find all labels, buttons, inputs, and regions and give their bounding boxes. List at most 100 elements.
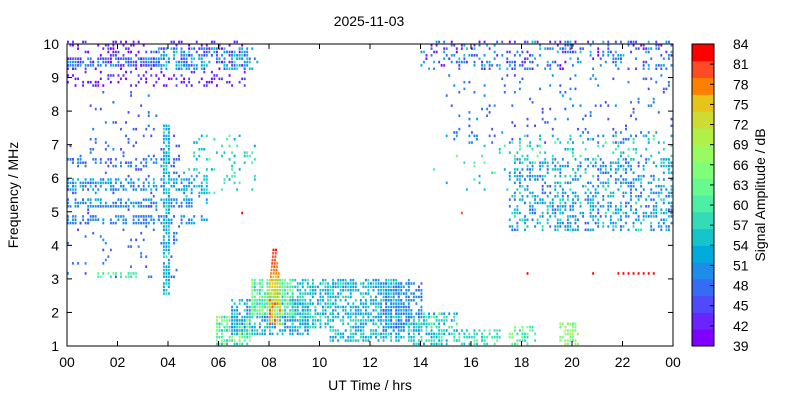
heatmap-cell bbox=[657, 184, 660, 188]
heatmap-cell bbox=[438, 319, 441, 322]
heatmap-cell bbox=[125, 60, 127, 64]
heatmap-cell bbox=[145, 198, 148, 201]
x-tick-label: 04 bbox=[160, 354, 176, 370]
heatmap-cell bbox=[513, 74, 516, 77]
heatmap-cell bbox=[89, 184, 92, 188]
heatmap-cell bbox=[99, 158, 102, 161]
heatmap-cell bbox=[572, 335, 574, 339]
heatmap-cell bbox=[107, 178, 110, 181]
heatmap-cell bbox=[135, 158, 138, 161]
heatmap-cell bbox=[233, 64, 236, 67]
heatmap-cell bbox=[271, 295, 274, 299]
heatmap-cell bbox=[301, 295, 304, 299]
heatmap-cell bbox=[460, 47, 463, 50]
heatmap-cell bbox=[539, 198, 542, 201]
heatmap-cell bbox=[635, 178, 638, 181]
heatmap-cell bbox=[637, 101, 640, 104]
heatmap-cell bbox=[539, 44, 542, 47]
heatmap-cell bbox=[652, 205, 655, 208]
heatmap-cell bbox=[417, 319, 420, 322]
heatmap-cell bbox=[263, 329, 266, 332]
heatmap-cell bbox=[455, 60, 458, 64]
heatmap-cell bbox=[544, 181, 547, 185]
heatmap-cell bbox=[272, 248, 275, 252]
heatmap-cell bbox=[524, 332, 526, 336]
heatmap-cell bbox=[622, 211, 625, 215]
heatmap-cell bbox=[246, 47, 249, 50]
heatmap-cell bbox=[630, 208, 632, 211]
heatmap-cell bbox=[518, 64, 521, 67]
heatmap-cell bbox=[79, 64, 82, 67]
heatmap-cell bbox=[574, 195, 577, 198]
heatmap-cell bbox=[84, 201, 87, 205]
heatmap-cell bbox=[168, 231, 170, 235]
heatmap-cell bbox=[425, 329, 428, 332]
heatmap-cell bbox=[395, 335, 398, 339]
heatmap-cell bbox=[271, 319, 274, 322]
heatmap-cell bbox=[670, 134, 673, 138]
heatmap-cell bbox=[440, 335, 443, 339]
heatmap-cell bbox=[471, 141, 473, 144]
heatmap-cell bbox=[602, 198, 605, 201]
heatmap-cell bbox=[488, 332, 491, 336]
heatmap-cell bbox=[168, 137, 170, 141]
heatmap-cell bbox=[74, 191, 77, 195]
heatmap-cell bbox=[332, 312, 335, 315]
heatmap-cell bbox=[150, 50, 153, 54]
heatmap-cell bbox=[670, 184, 673, 188]
heatmap-cell bbox=[165, 201, 168, 205]
heatmap-cell bbox=[226, 319, 228, 322]
heatmap-cell bbox=[516, 221, 519, 225]
heatmap-cell bbox=[473, 178, 476, 181]
heatmap-cell bbox=[337, 332, 340, 336]
heatmap-cell bbox=[645, 198, 648, 201]
heatmap-cell bbox=[286, 299, 289, 302]
heatmap-cell bbox=[120, 181, 122, 185]
heatmap-cell bbox=[173, 158, 175, 161]
heatmap-cell bbox=[460, 60, 463, 64]
heatmap-cell bbox=[526, 272, 529, 275]
heatmap-cell bbox=[513, 161, 516, 164]
heatmap-cell bbox=[357, 329, 360, 332]
heatmap-cell bbox=[132, 221, 135, 225]
heatmap-cell bbox=[579, 174, 582, 178]
heatmap-cell bbox=[546, 161, 549, 164]
heatmap-cell bbox=[258, 292, 261, 295]
heatmap-cell bbox=[140, 64, 143, 67]
heatmap-cell bbox=[385, 292, 388, 295]
heatmap-cell bbox=[168, 198, 170, 201]
heatmap-cell bbox=[619, 205, 622, 208]
heatmap-cell bbox=[309, 312, 312, 315]
heatmap-cell bbox=[301, 322, 304, 326]
heatmap-cell bbox=[266, 288, 269, 292]
heatmap-cell bbox=[112, 272, 115, 275]
heatmap-cell bbox=[594, 158, 597, 161]
heatmap-cell bbox=[506, 50, 509, 54]
heatmap-cell bbox=[74, 215, 77, 218]
heatmap-cell bbox=[400, 322, 403, 326]
heatmap-cell bbox=[120, 215, 122, 218]
heatmap-cell bbox=[155, 114, 158, 117]
heatmap-cell bbox=[392, 302, 395, 305]
heatmap-cell bbox=[268, 292, 271, 295]
heatmap-cell bbox=[289, 332, 292, 336]
heatmap-cell bbox=[465, 335, 468, 339]
heatmap-cell bbox=[332, 315, 335, 319]
heatmap-cell bbox=[660, 44, 663, 47]
heatmap-cell bbox=[397, 295, 400, 299]
heatmap-cell bbox=[582, 211, 584, 215]
heatmap-cell bbox=[296, 319, 299, 322]
heatmap-cell bbox=[354, 305, 357, 309]
heatmap-cell bbox=[382, 288, 385, 292]
heatmap-cell bbox=[188, 205, 191, 208]
heatmap-cell bbox=[577, 332, 579, 336]
heatmap-cell bbox=[604, 211, 607, 215]
heatmap-cell bbox=[97, 198, 100, 201]
heatmap-cell bbox=[271, 325, 274, 329]
heatmap-cell bbox=[445, 342, 448, 346]
heatmap-cell bbox=[637, 97, 640, 101]
heatmap-cell bbox=[226, 80, 228, 84]
heatmap-cell bbox=[640, 44, 643, 47]
heatmap-cell bbox=[647, 181, 650, 185]
heatmap-cell bbox=[574, 201, 577, 205]
